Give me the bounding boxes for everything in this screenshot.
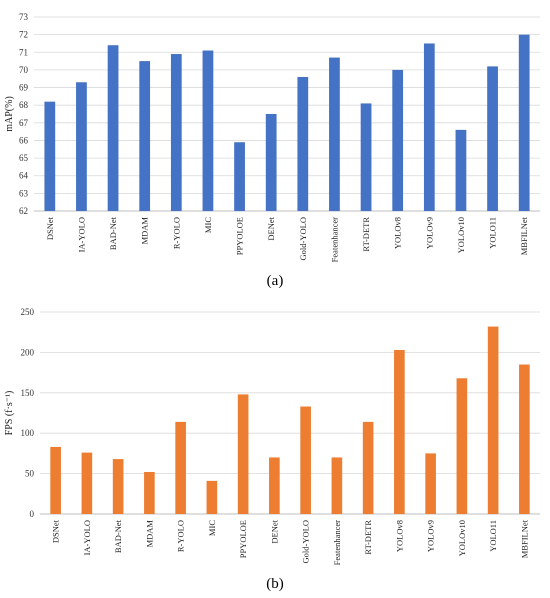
bar [423,43,435,211]
bar [362,421,374,514]
x-category-label: MDAM [140,217,150,245]
x-category-label: DSNet [45,216,55,240]
bar [112,459,124,514]
bar [237,394,249,514]
bar [331,457,343,514]
bar [139,61,151,211]
y-tick-label: 66 [19,135,29,145]
bar [425,453,436,514]
y-tick-label: 65 [19,153,29,163]
y-tick-label: 63 [19,188,29,198]
y-tick-label: 250 [21,307,35,317]
x-category-label: MBFILNet [519,519,529,558]
x-category-label: MIC [203,217,213,233]
x-category-label: R-YOLO [176,520,186,552]
y-tick-label: 100 [21,428,35,438]
x-category-label: BAD-Net [113,519,123,553]
x-category-label: MIC [207,520,217,536]
x-category-label: MBFILNet [519,216,529,255]
x-category-label: BAD-Net [108,216,118,250]
bar [265,114,277,211]
bar [300,406,311,514]
y-axis-label: mAP(%) [4,96,15,132]
x-category-label: YOLOv9 [426,520,436,552]
y-tick-label: 71 [19,47,28,57]
bar [50,446,61,514]
bar [269,457,280,514]
y-tick-label: 72 [19,30,28,40]
bar [170,54,182,211]
x-category-label: YOLOv8 [394,520,404,552]
y-tick-label: 0 [30,509,35,519]
x-category-label: DENet [266,216,276,240]
x-category-label: R-YOLO [171,217,181,249]
bar [518,34,530,211]
bar [107,45,119,211]
map-bar-chart: 62 63 64 65 66 67 68 69 70 71 72 73 mAP(%) DSNet IA-YO… [4,12,540,262]
fps-bar-chart: 0 50 100 150 200 250 FPS (f·s⁻¹) DSNet IA-YOLO BA… [4,307,540,565]
bar [44,101,56,211]
bar [329,57,340,212]
x-category-label: PPYOLOE [238,520,248,558]
y-axis-label: FPS (f·s⁻¹) [4,391,15,436]
y-tick-label: 150 [21,388,35,398]
x-category-label: YOLOv10 [457,520,467,556]
bar [456,378,468,514]
bar [455,129,467,211]
bar [202,50,214,211]
bar [144,471,155,514]
y-tick-label: 200 [21,347,35,357]
bar [392,69,404,211]
x-category-label: DENet [269,519,279,543]
bar [234,142,245,211]
x-category-label: Featenhancer [332,520,342,565]
x-category-label: MDAM [144,520,154,548]
bar [360,103,372,211]
x-category-label: RT-DETR [363,520,373,555]
bar [206,480,218,514]
y-tick-label: 64 [19,171,29,181]
y-tick-label: 73 [19,12,29,22]
x-category-label: YOLOv10 [456,217,466,253]
bar [297,76,309,211]
x-category-label: Gold-YOLO [298,217,308,260]
x-category-label: DSNet [51,519,61,543]
bar [81,452,93,514]
x-category-label: IA-YOLO [76,217,86,252]
x-category-label: Gold-YOLO [301,520,311,563]
fps-chart-panel: 0 50 100 150 200 250 FPS (f·s⁻¹) DSNet IA-YOLO BA… [0,300,550,570]
y-tick-label: 70 [19,65,29,75]
y-tick-label: 50 [25,469,35,479]
x-category-label: YOLOv8 [393,217,403,249]
map-chart-panel: 62 63 64 65 66 67 68 69 70 71 72 73 mAP(%) DSNet IA-YO… [0,0,550,266]
x-category-label: IA-YOLO [82,520,92,555]
bar [394,349,405,514]
x-category-label: RT-DETR [361,217,371,252]
y-tick-label: 67 [19,118,29,128]
bar [76,82,87,211]
x-category-label: YOLO11 [488,217,498,249]
bar [175,421,186,514]
x-category-label: PPYOLOE [235,217,245,255]
y-tick-label: 69 [19,83,29,93]
y-tick-label: 68 [19,100,29,110]
y-tick-label: 62 [19,206,28,216]
bar [487,326,499,514]
x-category-label: Featenhancer [329,217,339,262]
x-category-label: YOLOv9 [424,217,434,249]
x-category-label: YOLO11 [488,520,498,552]
caption-a: (a) [266,273,284,289]
bar [487,66,498,211]
caption-b: (b) [266,576,284,592]
bar [519,364,530,514]
